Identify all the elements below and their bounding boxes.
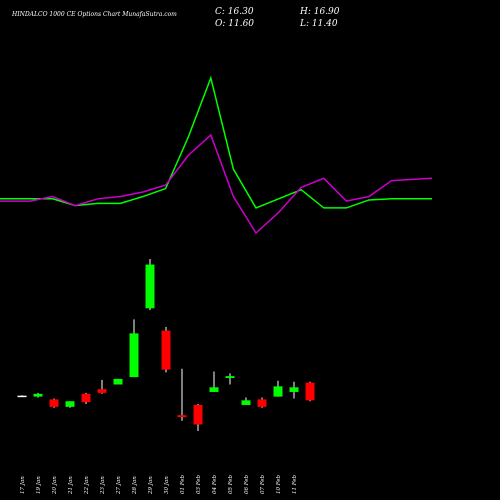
open-value: O: 11.60 — [215, 19, 255, 29]
candle-body — [161, 330, 171, 370]
date-axis-labels: 17 Jan 19 Jan 20 Jan 21 Jan 22 Jan 23 Jan 27 J… — [20, 474, 298, 495]
close-value: C: 16.30 — [215, 7, 254, 17]
candle-body — [225, 376, 235, 379]
low-value: L: 11.40 — [300, 19, 338, 29]
candle-body — [241, 400, 251, 405]
date-label: 29 Jan — [148, 476, 154, 495]
date-label: 30 Jan — [164, 476, 170, 494]
date-label: 06 Feb — [244, 474, 250, 494]
candle-body — [145, 264, 155, 309]
candle-body — [209, 387, 219, 392]
candle-body — [273, 386, 283, 397]
candle-body — [49, 399, 59, 407]
candle-body — [289, 387, 299, 392]
candle-body — [193, 404, 203, 425]
date-label: 28 Jan — [132, 476, 138, 495]
candles — [17, 259, 315, 431]
date-label: 03 Feb — [196, 474, 202, 494]
date-label: 20 Jan — [52, 476, 58, 495]
date-label: 01 Feb — [180, 474, 186, 494]
candle-body — [177, 415, 187, 418]
lower-band-line — [0, 133, 433, 235]
date-label: 22 Jan — [84, 476, 90, 495]
date-label: 07 Feb — [260, 474, 266, 494]
candle-body — [113, 378, 123, 385]
date-label: 23 Jan — [100, 476, 106, 495]
date-label: 27 Jan — [116, 476, 122, 495]
candle-body — [257, 399, 267, 407]
candle-body — [305, 382, 315, 401]
upper-band-line — [0, 75, 432, 209]
date-label: 05 Feb — [228, 474, 234, 494]
candle-body — [33, 393, 43, 397]
high-value: H: 16.90 — [300, 7, 340, 17]
candle-body — [129, 333, 139, 378]
date-label: 11 Feb — [292, 474, 298, 494]
chart-title: HINDALCO 1000 CE Options Chart MunafaSut… — [12, 11, 177, 18]
candle-body — [65, 401, 75, 407]
candle-body — [97, 389, 107, 393]
date-label: 21 Jan — [68, 476, 74, 495]
candle-body — [81, 393, 91, 403]
date-label: 17 Jan — [20, 476, 26, 494]
date-label: 04 Feb — [212, 474, 218, 494]
date-label: 19 Jan — [36, 476, 42, 494]
date-label: 10 Feb — [276, 474, 282, 494]
candle-body — [17, 395, 27, 398]
indicator-lines — [0, 75, 433, 235]
